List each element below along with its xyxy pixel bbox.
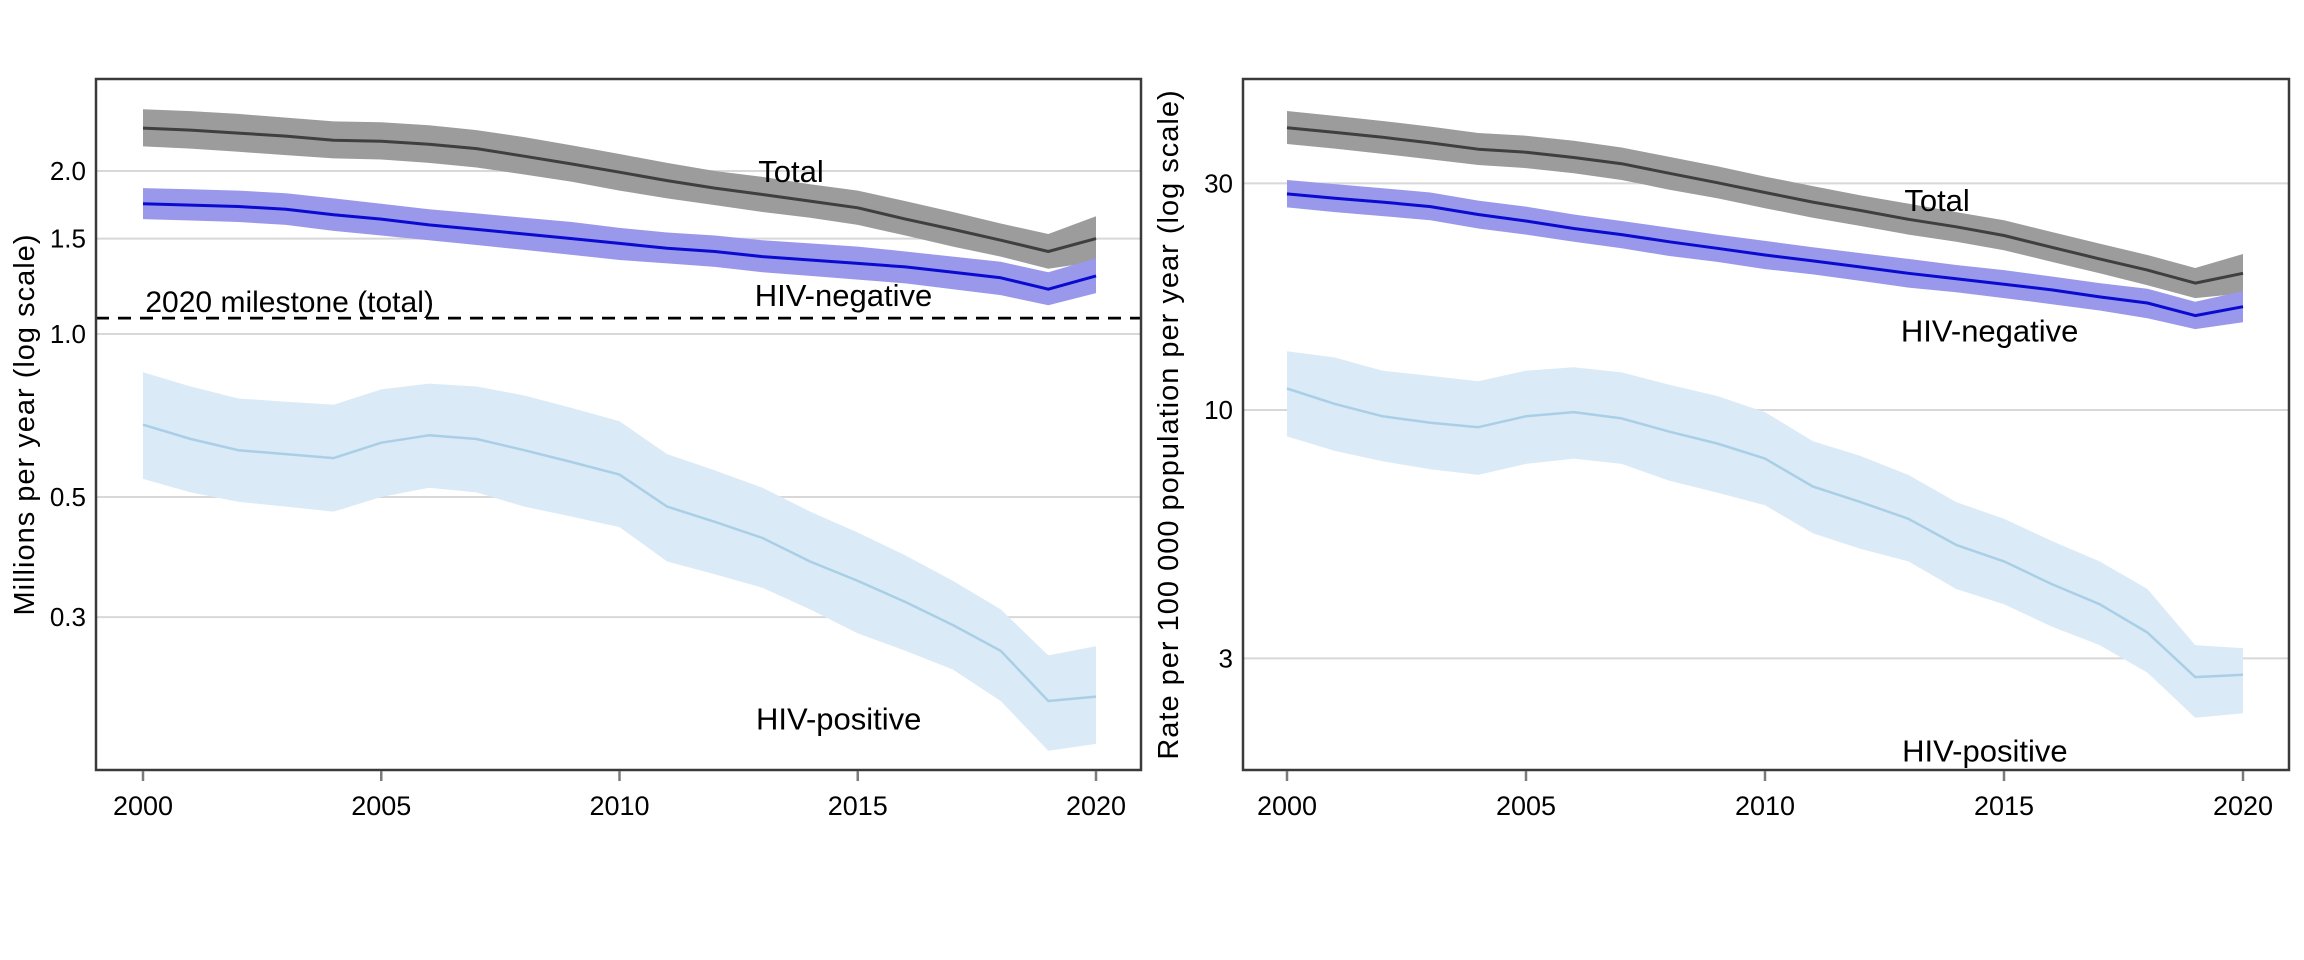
y-axis-title: Rate per 100 000 population per year (lo… <box>1153 89 1185 759</box>
series-total-uncertainty-band <box>1287 111 2243 299</box>
series-label-total: Total <box>1904 183 1969 218</box>
series-label-total: Total <box>758 154 823 189</box>
x-tick-label: 2020 <box>2213 791 2273 821</box>
y-tick-label: 1.5 <box>50 224 86 254</box>
series-total-line <box>142 126 1097 253</box>
y-tick-label: 2.0 <box>50 156 86 186</box>
x-tick-label: 2010 <box>1735 791 1795 821</box>
series-label-hiv-positive: HIV-positive <box>756 701 921 736</box>
series-hiv-positive-line <box>1286 387 2244 679</box>
panel-border <box>1241 77 2291 772</box>
panel-border <box>94 77 1143 772</box>
series-hiv-positive-uncertainty-band <box>143 372 1096 751</box>
y-tick-label: 30 <box>1204 168 1233 198</box>
x-tick-label: 2015 <box>828 791 888 821</box>
series-hiv-positive-line <box>142 423 1097 703</box>
series-total-uncertainty-band <box>143 109 1096 269</box>
y-tick-label: 0.5 <box>50 482 86 512</box>
series-hiv-negative-line <box>1286 192 2244 318</box>
series-hiv-positive-uncertainty-band <box>1287 351 2243 718</box>
y-tick-label: 0.3 <box>50 602 86 632</box>
x-tick-label: 2020 <box>1066 791 1126 821</box>
left-panel: 2020 milestone (total) 2000 2005 2010 2015 20… <box>9 77 1143 821</box>
series-label-hiv-negative: HIV-negative <box>755 278 933 313</box>
series-hiv-negative-line <box>142 202 1097 291</box>
x-tick-label: 2010 <box>589 791 649 821</box>
x-tick-label: 2005 <box>351 791 411 821</box>
x-tick-label: 2005 <box>1496 791 1556 821</box>
x-tick-label: 2015 <box>1974 791 2034 821</box>
y-tick-label: 1.0 <box>50 319 86 349</box>
right-panel: 2000 2005 2010 2015 2020 30 10 3 Rate per 100 00… <box>1153 77 2291 821</box>
x-tick-label: 2000 <box>1257 791 1317 821</box>
milestone-label: 2020 milestone (total) <box>145 286 434 319</box>
series-label-hiv-negative: HIV-negative <box>1901 314 2079 349</box>
x-tick-label: 2000 <box>113 791 173 821</box>
series-hiv-negative-uncertainty-band <box>143 188 1096 306</box>
series-label-hiv-positive: HIV-positive <box>1902 733 2067 768</box>
y-axis-title: Millions per year (log scale) <box>9 234 41 616</box>
y-tick-label: 3 <box>1219 643 1233 673</box>
y-tick-label: 10 <box>1204 395 1233 425</box>
series-total-line <box>1286 126 2244 285</box>
